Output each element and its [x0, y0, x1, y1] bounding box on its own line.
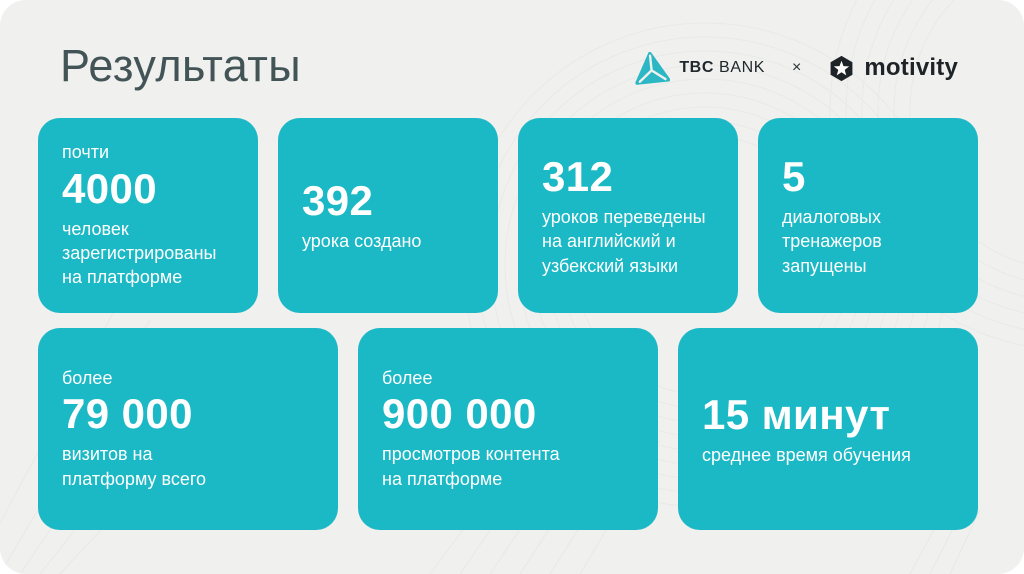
stat-value: 5	[782, 153, 806, 201]
stat-card-content: почти 4000 человек зарегистрированы на пла…	[38, 141, 235, 289]
stat-card-5: более 79 000 визитов на платформу всего	[38, 328, 338, 530]
stat-label: среднее время обучения	[702, 444, 911, 465]
stat-card-content: 392 урока создано	[278, 177, 439, 253]
stat-card-1: почти 4000 человек зарегистрированы на пла…	[38, 118, 258, 313]
logo-separator: ×	[792, 59, 802, 76]
stat-label: диалоговых тренажеров запущены	[782, 207, 882, 276]
stat-value: 15 минут	[702, 390, 891, 438]
stat-value: 392	[302, 177, 374, 225]
stat-card-3: 312 уроков переведены на английский и узб…	[518, 118, 738, 313]
stat-prefix: почти	[62, 142, 110, 163]
stat-card-content: 5 диалоговых тренажеров запущены	[758, 153, 900, 278]
stat-card-content: более 79 000 визитов на платформу всего	[38, 367, 224, 491]
tbc-text-regular: BANK	[719, 59, 766, 76]
stat-value: 312	[542, 153, 614, 201]
stat-card-6: более 900 000 просмотров контента на платф…	[358, 328, 658, 530]
stat-label: человек зарегистрированы на платформе	[62, 218, 217, 288]
stat-card-2: 392 урока создано	[278, 118, 498, 313]
motivity-logo-text: motivity	[864, 54, 958, 81]
stat-value: 79 000	[62, 390, 193, 438]
stat-label: визитов на платформу всего	[62, 444, 207, 489]
tbc-bank-logo-icon	[635, 51, 671, 85]
stat-prefix: более	[62, 367, 113, 388]
motivity-logo-icon	[830, 55, 853, 81]
stat-card-content: 312 уроков переведены на английский и узб…	[518, 153, 724, 278]
stat-card-content: более 900 000 просмотров контента на платф…	[358, 367, 578, 491]
stat-label: урока создано	[302, 231, 422, 252]
stat-value: 900 000	[382, 390, 537, 438]
stat-card-7: 15 минут среднее время обучения	[678, 328, 978, 530]
stat-label: уроков переведены на английский и узбекс…	[542, 207, 706, 276]
logo-row: TBC BANK × motivity	[633, 49, 958, 87]
stats-grid: почти 4000 человек зарегистрированы на пла…	[38, 118, 978, 530]
page-title: Результаты	[60, 40, 301, 91]
stat-card-content: 15 минут среднее время обучения	[678, 391, 929, 467]
stat-label: просмотров контента на платформе	[382, 444, 560, 489]
stat-card-4: 5 диалоговых тренажеров запущены	[758, 118, 978, 313]
tbc-bank-logo-text: TBC BANK	[679, 59, 765, 77]
stat-value: 4000	[62, 164, 158, 212]
tbc-text-bold: TBC	[679, 59, 714, 76]
stats-row-2: более 79 000 визитов на платформу всего бол…	[38, 328, 978, 530]
stat-prefix: более	[382, 367, 433, 388]
stats-row-1: почти 4000 человек зарегистрированы на пла…	[38, 118, 978, 313]
